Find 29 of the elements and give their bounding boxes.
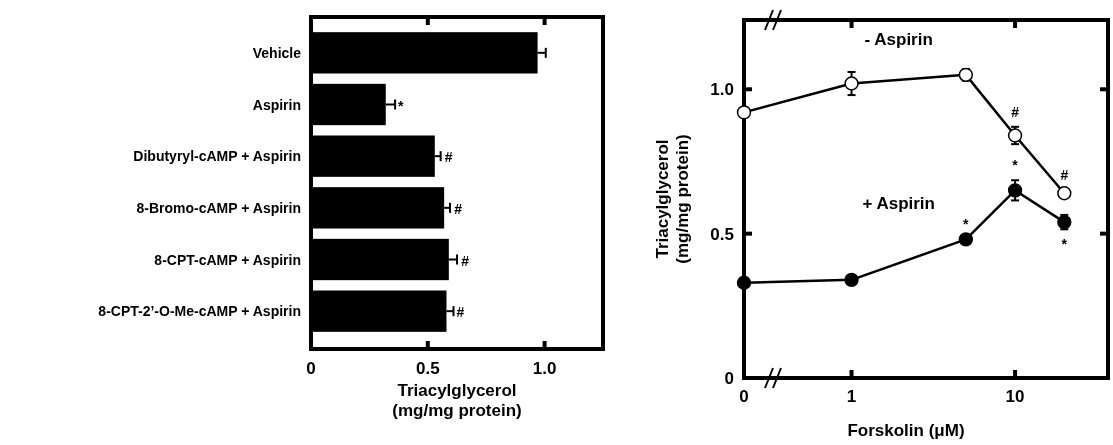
x-tick-label: 1 [846, 387, 857, 406]
y-tick-label: 8-CPT-cAMP + Aspirin [154, 251, 301, 268]
y-tick-label: 8-Bromo-cAMP + Aspirin [136, 199, 301, 216]
annotation: # [1011, 103, 1020, 120]
annotation: # [456, 304, 465, 321]
y-tick-label: 0.5 [710, 224, 734, 244]
legend-label: - Aspirin [864, 29, 933, 49]
y-tick-label: Dibutyryl-cAMP + Aspirin [133, 148, 301, 165]
annotation: * [963, 216, 970, 233]
text: + Aspirin [862, 194, 935, 214]
y-tick-label: Vehicle [252, 44, 302, 61]
annotation: # [454, 200, 463, 217]
x-tick-label: 0.5 [415, 359, 440, 378]
x-tick-label: 0 [739, 387, 749, 406]
y-tick-label: Aspirin [252, 96, 301, 113]
x-axis-title: Forskolin (μM) [847, 421, 965, 440]
x-tick-label: 10 [1005, 387, 1025, 406]
annotation: * [398, 97, 405, 114]
annotation: # [444, 149, 453, 166]
annotation: * [1061, 236, 1068, 253]
y-tick-label: 8-CPT-2’-O-Me-cAMP + Aspirin [98, 303, 301, 320]
y-axis-title: Triacylglycerol (mg/mg protein) [653, 134, 693, 264]
y-tick-label: 1.0 [710, 80, 734, 100]
x-tick-label: 0 [306, 359, 316, 378]
annotation: # [461, 252, 470, 269]
annotation: # [1060, 167, 1069, 184]
x-tick-label: 1.0 [532, 359, 557, 378]
annotation: * [1012, 157, 1019, 174]
x-axis-title: Triacylglycerol (mg/mg protein) [392, 381, 522, 421]
